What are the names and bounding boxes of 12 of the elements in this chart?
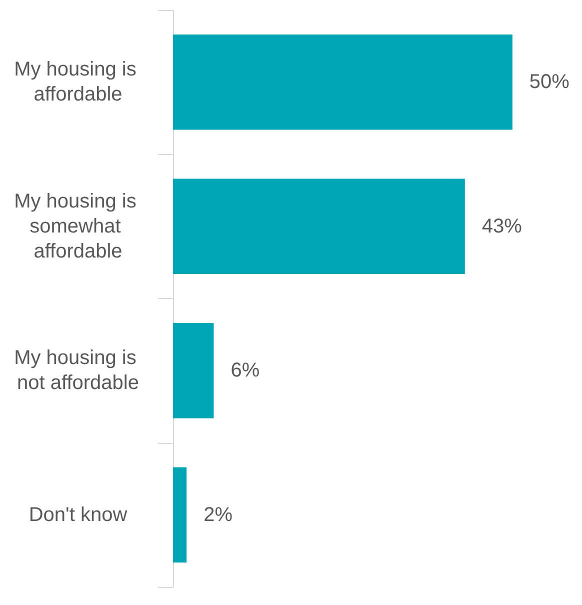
y-tick-label: Don't know	[28, 504, 128, 526]
data-label: 43%	[482, 215, 522, 238]
y-tick-label: My housing is affordable	[14, 58, 142, 106]
data-label: 2%	[204, 504, 233, 526]
bar	[173, 323, 214, 418]
data-label: 50%	[529, 71, 570, 94]
y-tick-label: My housing is not affordable	[14, 347, 142, 394]
y-tick-label: My housing is somewhat affordable	[14, 190, 142, 262]
data-label: 6%	[230, 360, 260, 382]
bar	[173, 178, 465, 274]
bar	[173, 467, 187, 562]
bar	[173, 34, 512, 130]
